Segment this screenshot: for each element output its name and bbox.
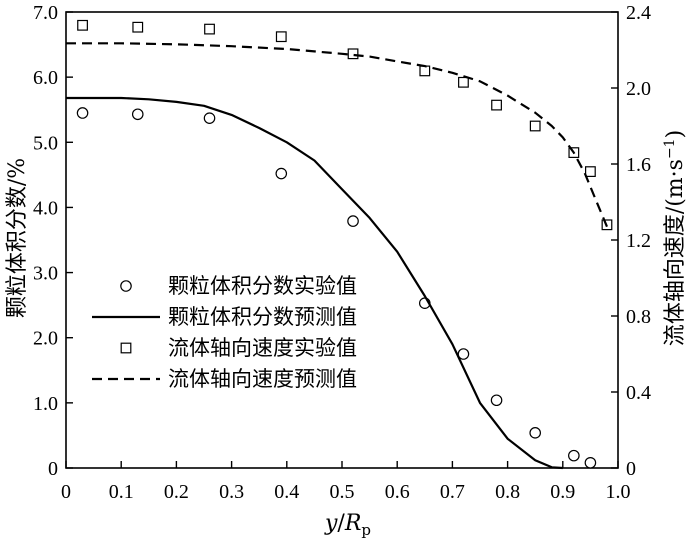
data-point-square <box>458 76 469 88</box>
series-line-fraction-predicted <box>66 96 563 470</box>
x-axis-title: y/Rp <box>324 511 371 539</box>
data-point-square <box>584 166 596 178</box>
data-point-circle <box>203 112 216 124</box>
data-point-circle <box>490 394 503 407</box>
data-point-square <box>419 65 431 77</box>
y-right-tick-label: 1.2 <box>626 230 651 252</box>
x-tick-label: 0.2 <box>164 481 189 503</box>
legend-symbol-square <box>120 342 132 354</box>
y-left-tick-label: 7.0 <box>33 2 58 24</box>
data-point-square <box>347 48 359 60</box>
y-left-tick-label: 0 <box>48 458 58 480</box>
legend-label: 流体轴向速度实验值 <box>168 336 357 360</box>
y-right-tick-label: 1.6 <box>626 154 651 176</box>
data-point-circle <box>568 449 580 462</box>
y-right-tick-label: 0.4 <box>626 382 651 404</box>
y-left-tick-label: 4.0 <box>33 197 58 219</box>
data-point-circle <box>76 107 89 119</box>
data-point-circle <box>275 167 288 180</box>
data-point-square <box>529 120 541 132</box>
series-group <box>66 19 613 470</box>
plot-frame <box>65 11 619 469</box>
data-point-square <box>275 31 287 43</box>
legend-label: 颗粒体积分数实验值 <box>168 274 357 298</box>
data-point-square <box>77 19 88 31</box>
y-left-tick-label: 2.0 <box>33 328 58 350</box>
legend-symbol-circle <box>120 280 132 292</box>
legend-label: 流体轴向速度预测值 <box>168 367 357 391</box>
x-tick-label: 0.6 <box>385 481 410 503</box>
x-tick-label: 0.7 <box>440 481 465 503</box>
series-line-velocity-predicted <box>66 42 609 228</box>
data-point-circle <box>529 427 541 439</box>
y-right-tick-label: 2.4 <box>626 2 651 24</box>
axis-ticks-group <box>65 11 619 469</box>
x-tick-label: 0.1 <box>109 481 134 503</box>
data-point-circle <box>347 215 359 227</box>
y-right-axis-title: 流体轴向速度/(m·s−1) <box>662 130 688 346</box>
x-tick-label: 0.4 <box>274 481 299 503</box>
y-right-tick-label: 0 <box>626 458 636 480</box>
x-tick-label: 0.5 <box>330 481 355 503</box>
x-tick-label: 1.0 <box>606 481 631 503</box>
y-left-tick-label: 6.0 <box>33 67 58 89</box>
data-point-circle <box>457 348 470 360</box>
x-tick-label: 0 <box>61 481 71 503</box>
x-tick-label: 0.3 <box>219 481 244 503</box>
data-point-square <box>132 21 144 33</box>
x-tick-label: 0.8 <box>495 481 520 503</box>
data-point-square <box>204 23 215 35</box>
data-point-circle <box>131 108 144 121</box>
data-point-square <box>491 99 502 111</box>
y-right-tick-label: 0.8 <box>626 306 651 328</box>
y-left-tick-label: 3.0 <box>33 263 58 285</box>
axis-titles-group: y/Rp 颗粒体积分数/% 流体轴向速度/(m·s−1) <box>5 130 688 539</box>
tick-labels-group: 0 0.1 0.2 0.3 0.4 0.5 0.6 0.7 0.8 0.9 1.001.02.03.… <box>33 2 651 503</box>
x-tick-label: 0.9 <box>550 481 575 503</box>
data-point-circle <box>584 456 597 469</box>
legend-label: 颗粒体积分数预测值 <box>168 305 357 329</box>
plot-frame-group <box>65 11 619 469</box>
y-right-tick-label: 2.0 <box>626 78 651 100</box>
y-left-axis-title: 颗粒体积分数/% <box>5 158 30 318</box>
y-left-tick-label: 1.0 <box>33 393 58 415</box>
y-left-tick-label: 5.0 <box>33 132 58 154</box>
